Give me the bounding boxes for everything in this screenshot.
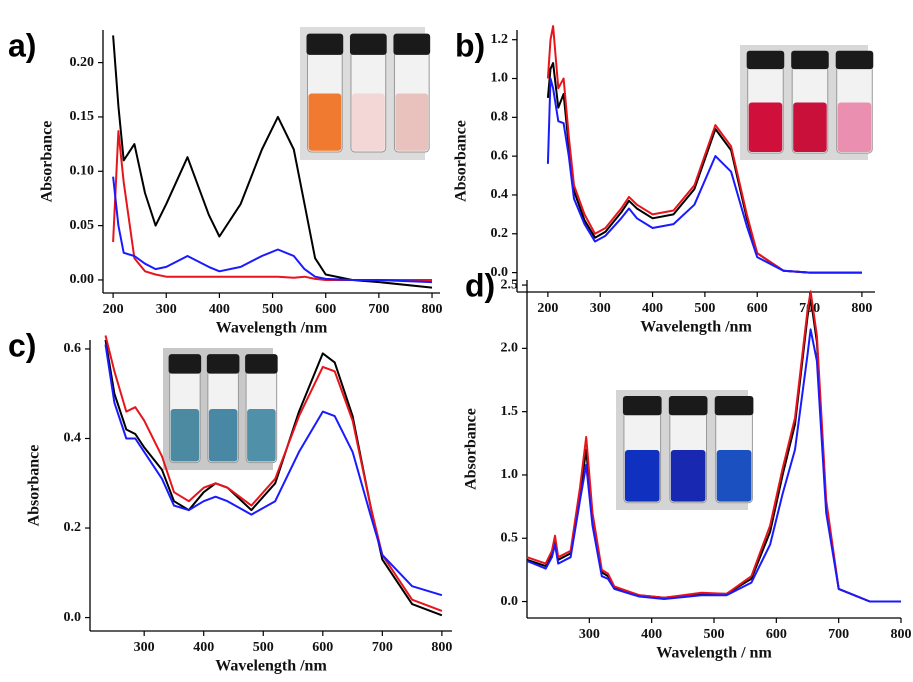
x-tick-label: 300 xyxy=(590,301,611,316)
y-tick-label: 0.6 xyxy=(491,148,509,163)
y-tick-label: 0.10 xyxy=(70,163,95,178)
panel-label: b) xyxy=(455,27,485,63)
y-tick-label: 0.20 xyxy=(70,55,95,70)
spectrum-line xyxy=(546,25,862,274)
x-tick-label: 400 xyxy=(641,627,662,642)
vial-liquid xyxy=(624,450,660,502)
y-tick-label: 0.05 xyxy=(70,218,95,233)
x-tick-label: 500 xyxy=(704,627,725,642)
y-tick-label: 0.4 xyxy=(491,187,509,202)
vial-liquid xyxy=(351,93,385,151)
y-tick-label: 0.5 xyxy=(501,530,519,545)
vial-liquid xyxy=(208,409,238,462)
spectrum-line xyxy=(112,35,433,289)
x-tick-label: 200 xyxy=(103,302,124,317)
vial-cap xyxy=(306,33,344,55)
x-tick-label: 400 xyxy=(642,301,663,316)
y-tick-label: 0.6 xyxy=(64,341,82,356)
vial-liquid xyxy=(793,102,827,152)
vial-cap xyxy=(245,354,278,374)
inset-photo xyxy=(300,27,431,160)
x-tick-label: 700 xyxy=(372,640,393,655)
vial-liquid xyxy=(395,93,429,151)
spectrum-line xyxy=(526,328,901,603)
vial-cap xyxy=(714,396,754,416)
y-axis-title: Absorbance xyxy=(463,408,480,490)
vial-liquid xyxy=(308,93,342,151)
panel-label: d) xyxy=(465,267,495,303)
x-axis-title: Wavelength / nm xyxy=(656,645,772,662)
y-tick-label: 0.0 xyxy=(491,265,509,280)
x-tick-label: 300 xyxy=(134,640,155,655)
x-tick-label: 600 xyxy=(315,302,336,317)
x-tick-label: 500 xyxy=(253,640,274,655)
x-tick-label: 600 xyxy=(747,301,768,316)
y-tick-label: 1.0 xyxy=(501,467,519,482)
x-tick-label: 400 xyxy=(209,302,230,317)
inset-photo xyxy=(740,45,874,160)
y-tick-label: 1.5 xyxy=(501,404,519,419)
vial-liquid xyxy=(716,450,752,502)
x-tick-label: 600 xyxy=(766,627,787,642)
vial-cap xyxy=(622,396,662,416)
spectrum-line xyxy=(526,290,901,603)
y-tick-label: 0.2 xyxy=(64,520,82,535)
y-axis-title: Absorbance xyxy=(453,120,470,202)
vial-cap xyxy=(349,33,387,55)
x-tick-label: 800 xyxy=(891,627,912,642)
spectrum-line xyxy=(104,335,443,612)
y-axis-title: Absorbance xyxy=(39,121,56,203)
x-axis-title: Wavelength /nm xyxy=(216,320,328,337)
vial-liquid xyxy=(247,409,276,462)
y-tick-label: 0.0 xyxy=(501,594,519,609)
x-axis-title: Wavelength /nm xyxy=(215,658,327,675)
panel-label: a) xyxy=(8,27,36,63)
x-axis-title: Wavelength /nm xyxy=(640,319,752,336)
x-tick-label: 500 xyxy=(694,301,715,316)
vial-cap xyxy=(746,50,785,70)
panel-label: c) xyxy=(8,327,36,363)
vial-cap xyxy=(168,354,202,374)
x-tick-label: 300 xyxy=(579,627,600,642)
x-tick-label: 700 xyxy=(368,302,389,317)
x-tick-label: 800 xyxy=(422,302,443,317)
x-tick-label: 500 xyxy=(262,302,283,317)
x-tick-label: 400 xyxy=(193,640,214,655)
vial-liquid xyxy=(170,409,200,462)
x-tick-label: 700 xyxy=(828,627,849,642)
y-tick-label: 0.15 xyxy=(70,109,95,124)
y-axis-title: Absorbance xyxy=(26,445,43,527)
x-tick-label: 800 xyxy=(431,640,452,655)
spectrum-line xyxy=(112,176,433,284)
y-tick-label: 0.2 xyxy=(491,226,509,241)
spectrum-line xyxy=(104,344,443,597)
x-tick-label: 600 xyxy=(312,640,333,655)
x-tick-label: 800 xyxy=(851,301,872,316)
inset-photo xyxy=(616,390,754,510)
y-tick-label: 0.0 xyxy=(64,610,82,625)
vial-cap xyxy=(835,50,874,70)
spectrum-line xyxy=(112,130,432,281)
y-tick-label: 1.0 xyxy=(491,71,509,86)
y-tick-label: 0.00 xyxy=(70,272,95,287)
vial-liquid xyxy=(670,450,706,502)
y-tick-label: 0.4 xyxy=(64,431,82,446)
x-tick-label: 200 xyxy=(537,301,558,316)
y-tick-label: 2.5 xyxy=(501,277,519,292)
vial-cap xyxy=(393,33,431,55)
inset-photo xyxy=(163,348,278,470)
vial-cap xyxy=(206,354,240,374)
x-tick-label: 300 xyxy=(156,302,177,317)
y-tick-label: 0.8 xyxy=(491,110,509,125)
vial-cap xyxy=(668,396,708,416)
y-tick-label: 1.2 xyxy=(491,32,509,47)
vial-liquid xyxy=(837,102,872,152)
vial-liquid xyxy=(748,102,783,152)
vial-cap xyxy=(791,50,829,70)
y-tick-label: 2.0 xyxy=(501,341,519,356)
spectrum-line xyxy=(546,77,862,274)
